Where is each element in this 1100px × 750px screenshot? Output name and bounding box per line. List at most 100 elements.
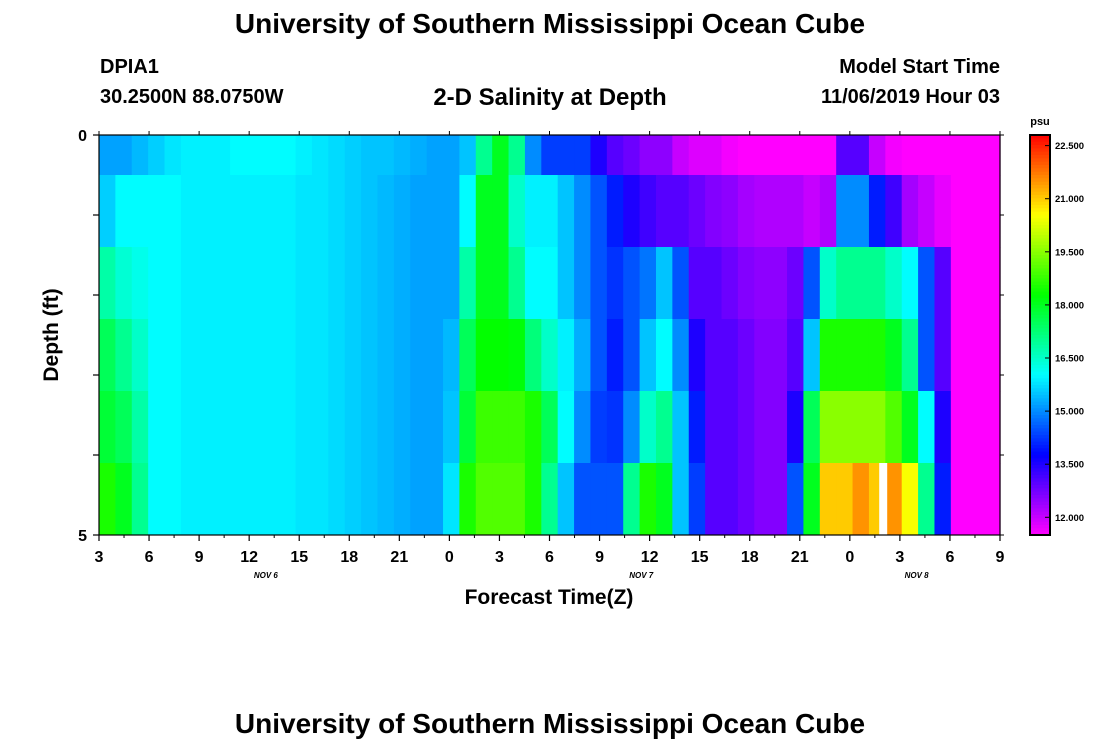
- heatmap-cell: [328, 319, 346, 392]
- colorbar-step: [1030, 531, 1050, 536]
- heatmap-cell: [721, 319, 739, 392]
- heatmap-cell: [721, 391, 739, 464]
- heatmap-cell: [868, 175, 886, 248]
- heatmap-cell: [99, 463, 116, 536]
- heatmap-cell: [475, 463, 493, 536]
- heatmap-cell: [393, 247, 411, 320]
- heatmap-cell: [852, 175, 870, 248]
- heatmap-cell: [967, 319, 985, 392]
- heatmap-cell: [524, 247, 542, 320]
- colorbar-step: [1030, 225, 1050, 229]
- date-label: NOV 8: [905, 571, 930, 580]
- heatmap-cell: [246, 391, 264, 464]
- colorbar-step: [1030, 205, 1050, 209]
- heatmap-cell: [246, 319, 264, 392]
- heatmap-cell: [623, 175, 641, 248]
- heatmap-cell: [705, 135, 723, 176]
- footer-title: University of Southern Mississippi Ocean…: [234, 708, 866, 739]
- heatmap-cell: [344, 319, 362, 392]
- heatmap-cell: [803, 319, 821, 392]
- heatmap-cell: [688, 391, 706, 464]
- heatmap-cell: [131, 463, 149, 536]
- heatmap-cell: [836, 247, 854, 320]
- heatmap-cell: [344, 247, 362, 320]
- heatmap-cell: [197, 247, 215, 320]
- heatmap-cell: [557, 319, 575, 392]
- colorbar-step: [1030, 265, 1050, 269]
- colorbar-step: [1030, 488, 1050, 493]
- colorbar-step: [1030, 211, 1050, 216]
- colorbar-step: [1030, 501, 1050, 506]
- heatmap-cell: [148, 247, 166, 320]
- heatmap-cell: [688, 175, 706, 248]
- colorbar-step: [1030, 388, 1050, 393]
- heatmap-cell: [852, 463, 870, 536]
- heatmap-cell: [672, 463, 690, 536]
- colorbar-step: [1030, 498, 1050, 503]
- heatmap-cell: [770, 463, 788, 536]
- x-tick-label: 6: [145, 549, 154, 566]
- heatmap-cell: [475, 391, 493, 464]
- heatmap-cell: [148, 175, 166, 248]
- colorbar-step: [1030, 415, 1050, 419]
- heatmap-cell: [180, 135, 198, 176]
- heatmap-cell: [672, 391, 690, 464]
- heatmap-cell: [410, 319, 428, 392]
- colorbar-step: [1030, 248, 1050, 253]
- colorbar: 22.500 21.000 19.500 18.000 16.500 15.000 13.5…: [1029, 116, 1084, 536]
- heatmap-cell: [639, 175, 657, 248]
- heatmap-cell: [672, 247, 690, 320]
- heatmap-cell: [115, 463, 133, 536]
- heatmap-cell: [213, 463, 231, 536]
- colorbar-step: [1030, 391, 1050, 396]
- heatmap-cell: [377, 463, 395, 536]
- colorbar-step: [1030, 145, 1050, 149]
- heatmap-cell: [852, 319, 870, 392]
- heatmap-cell: [180, 391, 198, 464]
- heatmap-cell: [754, 391, 772, 464]
- colorbar-step: [1030, 401, 1050, 406]
- heatmap-cell: [426, 319, 444, 392]
- colorbar-step: [1030, 395, 1050, 399]
- heatmap-cell: [311, 247, 329, 320]
- colorbar-step: [1030, 338, 1050, 343]
- heatmap-cell: [164, 463, 182, 536]
- colorbar-step: [1030, 481, 1050, 486]
- heatmap-cell: [787, 391, 805, 464]
- page-title: University of Southern Mississippi Ocean…: [234, 8, 866, 39]
- heatmap-cell: [377, 391, 395, 464]
- heatmap-cell: [410, 247, 428, 320]
- heatmap-cell: [328, 391, 346, 464]
- heatmap-cell: [361, 175, 379, 248]
- colorbar-step: [1030, 515, 1050, 519]
- colorbar-step: [1030, 165, 1050, 169]
- heatmap-cell: [508, 135, 526, 176]
- heatmap-cell: [328, 135, 346, 176]
- heatmap-cell: [967, 135, 985, 176]
- heatmap-cell: [574, 247, 592, 320]
- heatmap-cell: [705, 247, 723, 320]
- heatmap-cell: [770, 391, 788, 464]
- x-tick-label: 3: [495, 549, 504, 566]
- heatmap-cell: [508, 247, 526, 320]
- heatmap-cell: [967, 175, 985, 248]
- colorbar-step: [1030, 495, 1050, 499]
- colorbar-step: [1030, 345, 1050, 349]
- colorbar-step: [1030, 528, 1050, 533]
- heatmap-cell: [950, 175, 968, 248]
- missing-data-cell: [879, 463, 888, 535]
- heatmap-cell: [426, 175, 444, 248]
- colorbar-step: [1030, 348, 1050, 353]
- heatmap-cell: [443, 175, 460, 248]
- heatmap-cell: [606, 319, 624, 392]
- heatmap-cell: [295, 463, 313, 536]
- heatmap-cell: [623, 135, 641, 176]
- colorbar-step: [1030, 491, 1050, 496]
- heatmap-cell: [230, 463, 248, 536]
- heatmap-cell: [541, 247, 559, 320]
- heatmap-cell: [131, 135, 149, 176]
- colorbar-step: [1030, 478, 1050, 483]
- colorbar-step: [1030, 448, 1050, 453]
- heatmap-cell: [164, 175, 182, 248]
- heatmap-cell: [901, 391, 919, 464]
